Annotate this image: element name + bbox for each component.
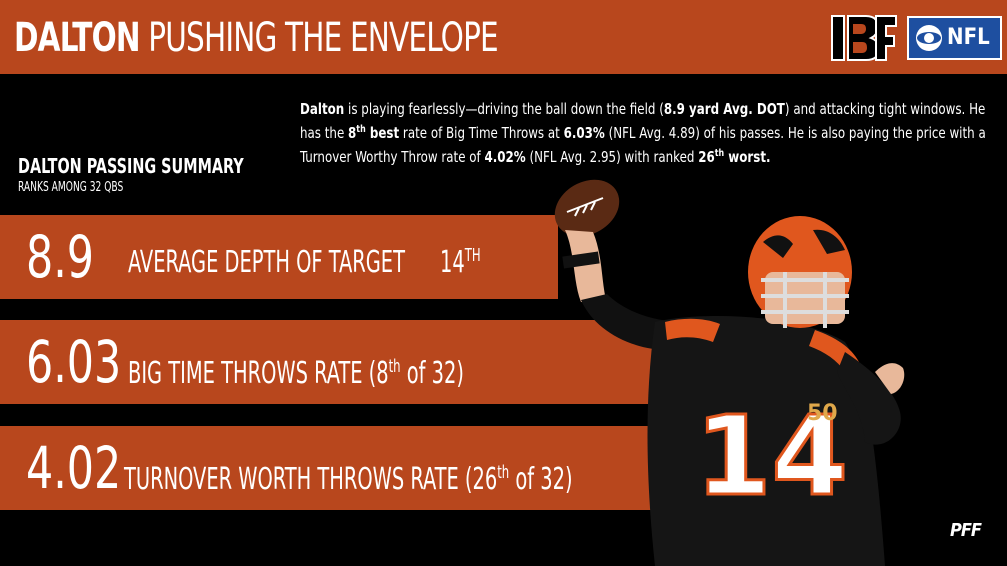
stat-label: TURNOVER WORTH THROWS RATE (26th of 32)	[124, 462, 573, 497]
stat-label-pre: TURNOVER WORTH THROWS RATE (26	[124, 462, 498, 497]
cbs-eye-icon	[916, 25, 942, 51]
desc-text-5: (NFL Avg. 2.95) with ranked	[525, 148, 699, 166]
cbs-nfl-logo: NFL	[907, 16, 1002, 60]
desc-dot: 8.9 yard Avg. DOT	[663, 100, 785, 118]
desc-rank-26-sup: th	[714, 148, 725, 159]
stat-label-pre: BIG TIME THROWS RATE (8	[128, 356, 389, 391]
desc-rank-26: 26	[698, 148, 715, 166]
helmet-icon	[748, 216, 852, 328]
desc-text-1: is playing fearlessly—driving the ball d…	[344, 100, 664, 118]
stat-label-sup: th	[388, 356, 401, 377]
desc-rank-8-sup: th	[356, 124, 366, 135]
stat-bar-adot: 8.9 AVERAGE DEPTH OF TARGET 14TH	[0, 215, 558, 299]
patch-50: 50	[807, 401, 838, 426]
desc-rank-8: 8	[348, 124, 357, 142]
player-image: 14 50	[554, 179, 905, 566]
desc-worst: worst.	[724, 148, 771, 166]
desc-twp: 4.02%	[484, 148, 526, 166]
stat-label-post: of 32)	[509, 462, 573, 497]
stat-label-text: AVERAGE DEPTH OF TARGET	[128, 245, 405, 280]
summary-title: DALTON PASSING SUMMARY	[18, 154, 244, 178]
stat-value: 6.03	[26, 328, 122, 396]
description-text: Dalton is playing fearlessly—driving the…	[300, 97, 1000, 169]
summary-subtitle: RANKS AMONG 32 QBS	[18, 180, 124, 195]
desc-text-2: ) and attacking tight windows. He has th…	[300, 100, 986, 142]
nfl-text: NFL	[947, 25, 990, 50]
title-bold: DALTON	[14, 15, 141, 61]
stat-rank-num: 14	[440, 245, 465, 280]
desc-btt: 6.03%	[563, 124, 605, 142]
desc-text-3: rate of Big Time Throws at	[399, 124, 564, 142]
football-icon	[554, 179, 620, 237]
stat-rank: 14TH	[440, 245, 481, 280]
stat-value: 8.9	[26, 223, 95, 291]
desc-best: best	[365, 124, 400, 142]
stat-label-sup: th	[497, 462, 510, 483]
desc-name: Dalton	[300, 100, 345, 118]
stat-value: 4.02	[26, 434, 122, 502]
pff-logo: PFF	[950, 520, 982, 541]
jersey-number: 14	[695, 392, 848, 520]
stat-label: BIG TIME THROWS RATE (8th of 32)	[128, 356, 464, 391]
page-title: DALTON PUSHING THE ENVELOPE	[14, 14, 499, 62]
stat-label: AVERAGE DEPTH OF TARGET	[128, 245, 405, 280]
bengals-logo	[826, 10, 904, 66]
desc-text-4: (NFL Avg. 4.89) of his passes. He is als…	[300, 124, 986, 166]
stat-rank-sup: TH	[464, 245, 481, 266]
title-rest: PUSHING THE ENVELOPE	[148, 15, 498, 61]
stat-bar-btt: 6.03 BIG TIME THROWS RATE (8th of 32)	[0, 320, 662, 404]
stat-bar-twp: 4.02 TURNOVER WORTH THROWS RATE (26th of…	[0, 426, 690, 510]
stat-label-post: of 32)	[400, 356, 464, 391]
